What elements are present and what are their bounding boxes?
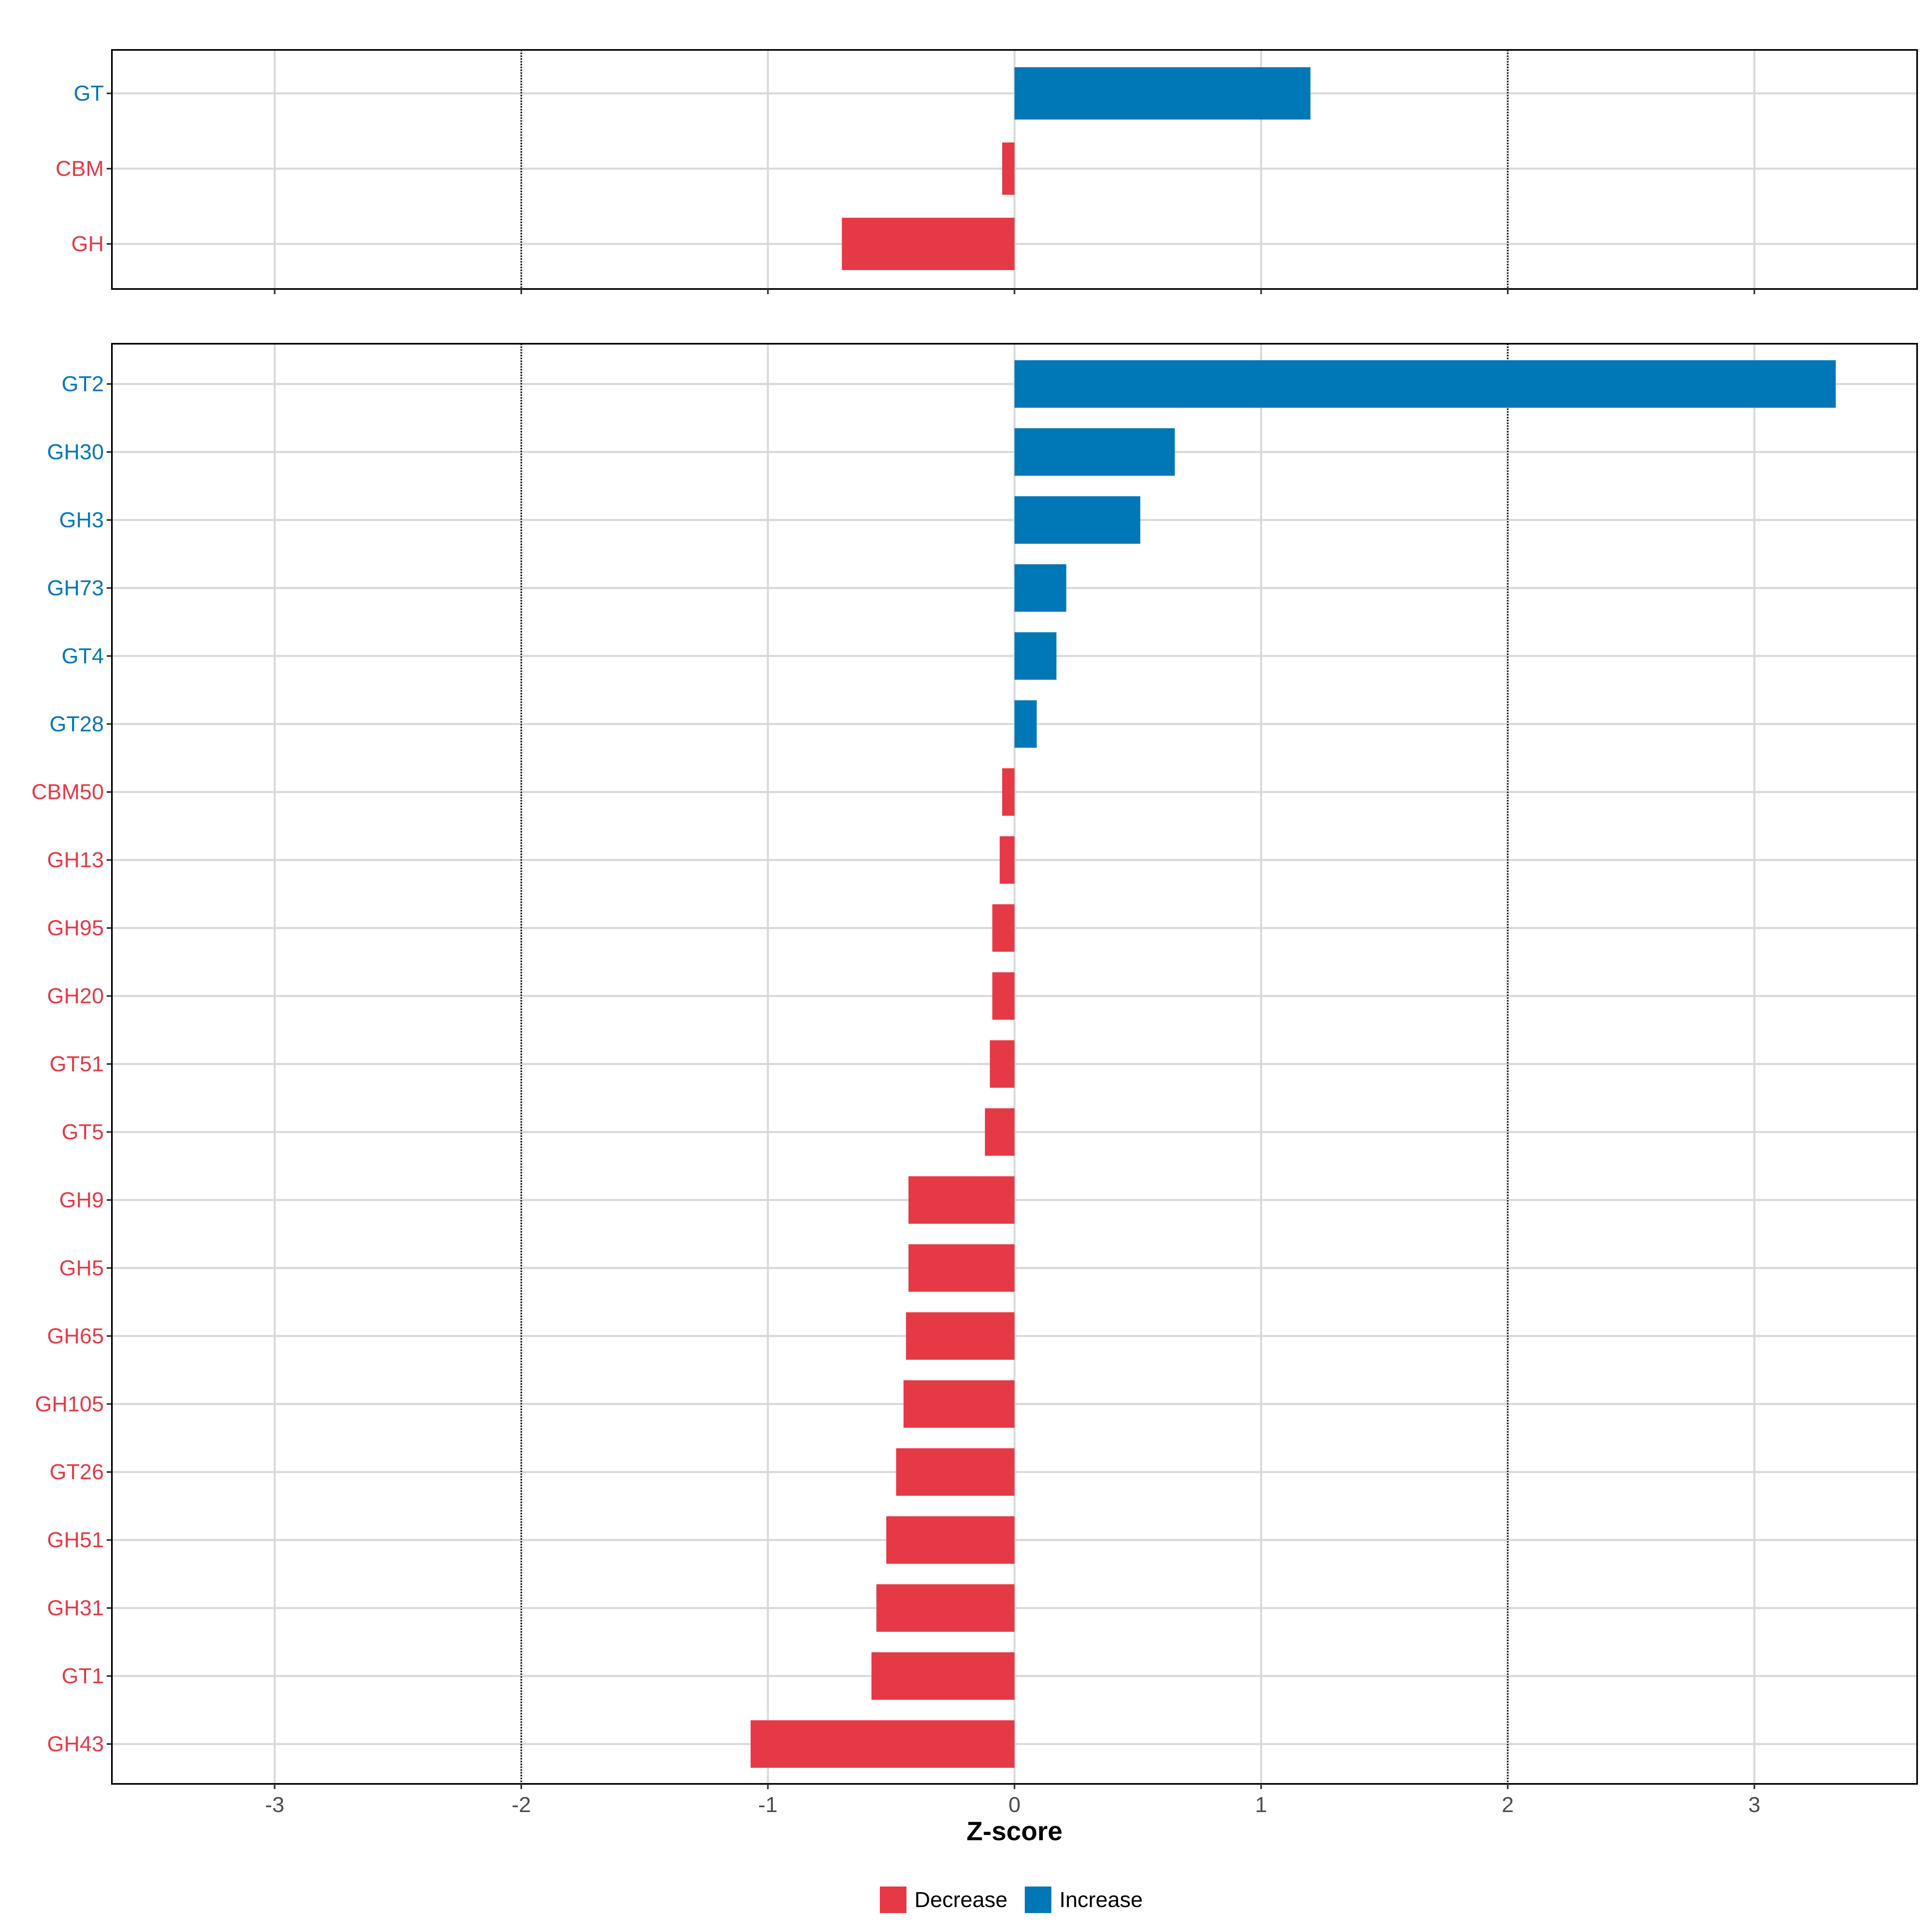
y-tick-label-GH95: GH95 [47,916,104,940]
x-axis-title: Z-score [966,1816,1062,1846]
y-tick-label-GT1: GT1 [62,1664,104,1688]
bar-GH20 [992,972,1015,1020]
y-tick-label-GH73: GH73 [47,576,104,600]
bar-GT5 [985,1108,1015,1156]
y-tick-label-GT: GT [74,81,104,105]
y-tick-label-GH3: GH3 [59,508,104,532]
legend-swatch [1025,1887,1051,1913]
y-tick-label-GT4: GT4 [62,644,104,668]
y-tick-label-GH: GH [71,232,104,256]
bar-GH65 [906,1312,1015,1360]
x-tick-label: -3 [265,1793,284,1817]
chart-panels: GT CBM GH GT2 GH30 GH3 GH73 GT4 GT28 CBM50 GH13 GH9… [31,49,1918,1789]
bar-GH [842,218,1015,270]
y-tick-label-GT2: GT2 [62,372,104,396]
bar-GH30 [1014,428,1175,476]
y-tick-label-GH30: GH30 [47,440,104,464]
bar-GH13 [999,836,1015,884]
bar-GH51 [886,1516,1015,1564]
bar-GT51 [990,1040,1015,1088]
y-tick-label-GH43: GH43 [47,1732,104,1756]
y-tick-label-GT5: GT5 [62,1120,104,1144]
y-tick-label-GH13: GH13 [47,848,104,872]
x-axis: -3 -2 -1 0 1 2 3 [265,1793,1760,1817]
bar-GH31 [876,1584,1015,1632]
bar-GT1 [871,1652,1015,1700]
x-tick-label: -2 [512,1793,531,1817]
bar-GH43 [750,1720,1015,1768]
bar-CBM50 [1002,768,1015,816]
bar-GH105 [903,1380,1015,1428]
bar-GH73 [1014,564,1067,612]
bar-CBM [1002,142,1015,195]
y-tick-label-GH105: GH105 [35,1392,104,1416]
x-tick-label: 0 [1008,1793,1020,1817]
x-tick-label: -1 [758,1793,778,1817]
panel-category-level: GT CBM GH [56,49,1918,294]
x-tick-label: 1 [1255,1793,1267,1817]
bar-GH9 [908,1176,1015,1224]
legend-entry-decrease: Decrease [880,1887,1007,1913]
x-tick-label: 3 [1748,1793,1761,1817]
panel-family-level: GT2 GH30 GH3 GH73 GT4 GT28 CBM50 GH13 GH95 GH20 GT… [31,343,1918,1789]
y-tick-label-GH31: GH31 [47,1596,104,1620]
y-tick-label-GH65: GH65 [47,1324,104,1348]
bar-GT26 [896,1448,1015,1496]
x-tick-label: 2 [1502,1793,1514,1817]
y-tick-label-CBM: CBM [56,157,104,181]
y-tick-label-GT26: GT26 [50,1460,104,1484]
y-tick-label-GT28: GT28 [50,712,104,736]
legend-entry-increase: Increase [1025,1887,1143,1913]
legend: Decrease Increase [880,1887,1143,1913]
y-tick-label-GH5: GH5 [59,1256,104,1280]
y-tick-label-CBM50: CBM50 [31,780,104,804]
bar-GH95 [992,904,1015,952]
y-tick-label-GT51: GT51 [50,1052,104,1076]
bar-GH3 [1014,496,1140,544]
legend-swatch [880,1887,906,1913]
bar-GT4 [1014,632,1057,680]
bar-GT28 [1014,700,1037,748]
bar-GT [1014,67,1311,120]
y-tick-label-GH51: GH51 [47,1528,104,1552]
legend-label: Increase [1059,1888,1143,1912]
legend-label: Decrease [914,1888,1007,1912]
y-tick-label-GH20: GH20 [47,984,104,1008]
bar-GH5 [908,1244,1015,1292]
y-tick-label-GH9: GH9 [59,1188,104,1212]
bar-GT2 [1014,360,1836,408]
